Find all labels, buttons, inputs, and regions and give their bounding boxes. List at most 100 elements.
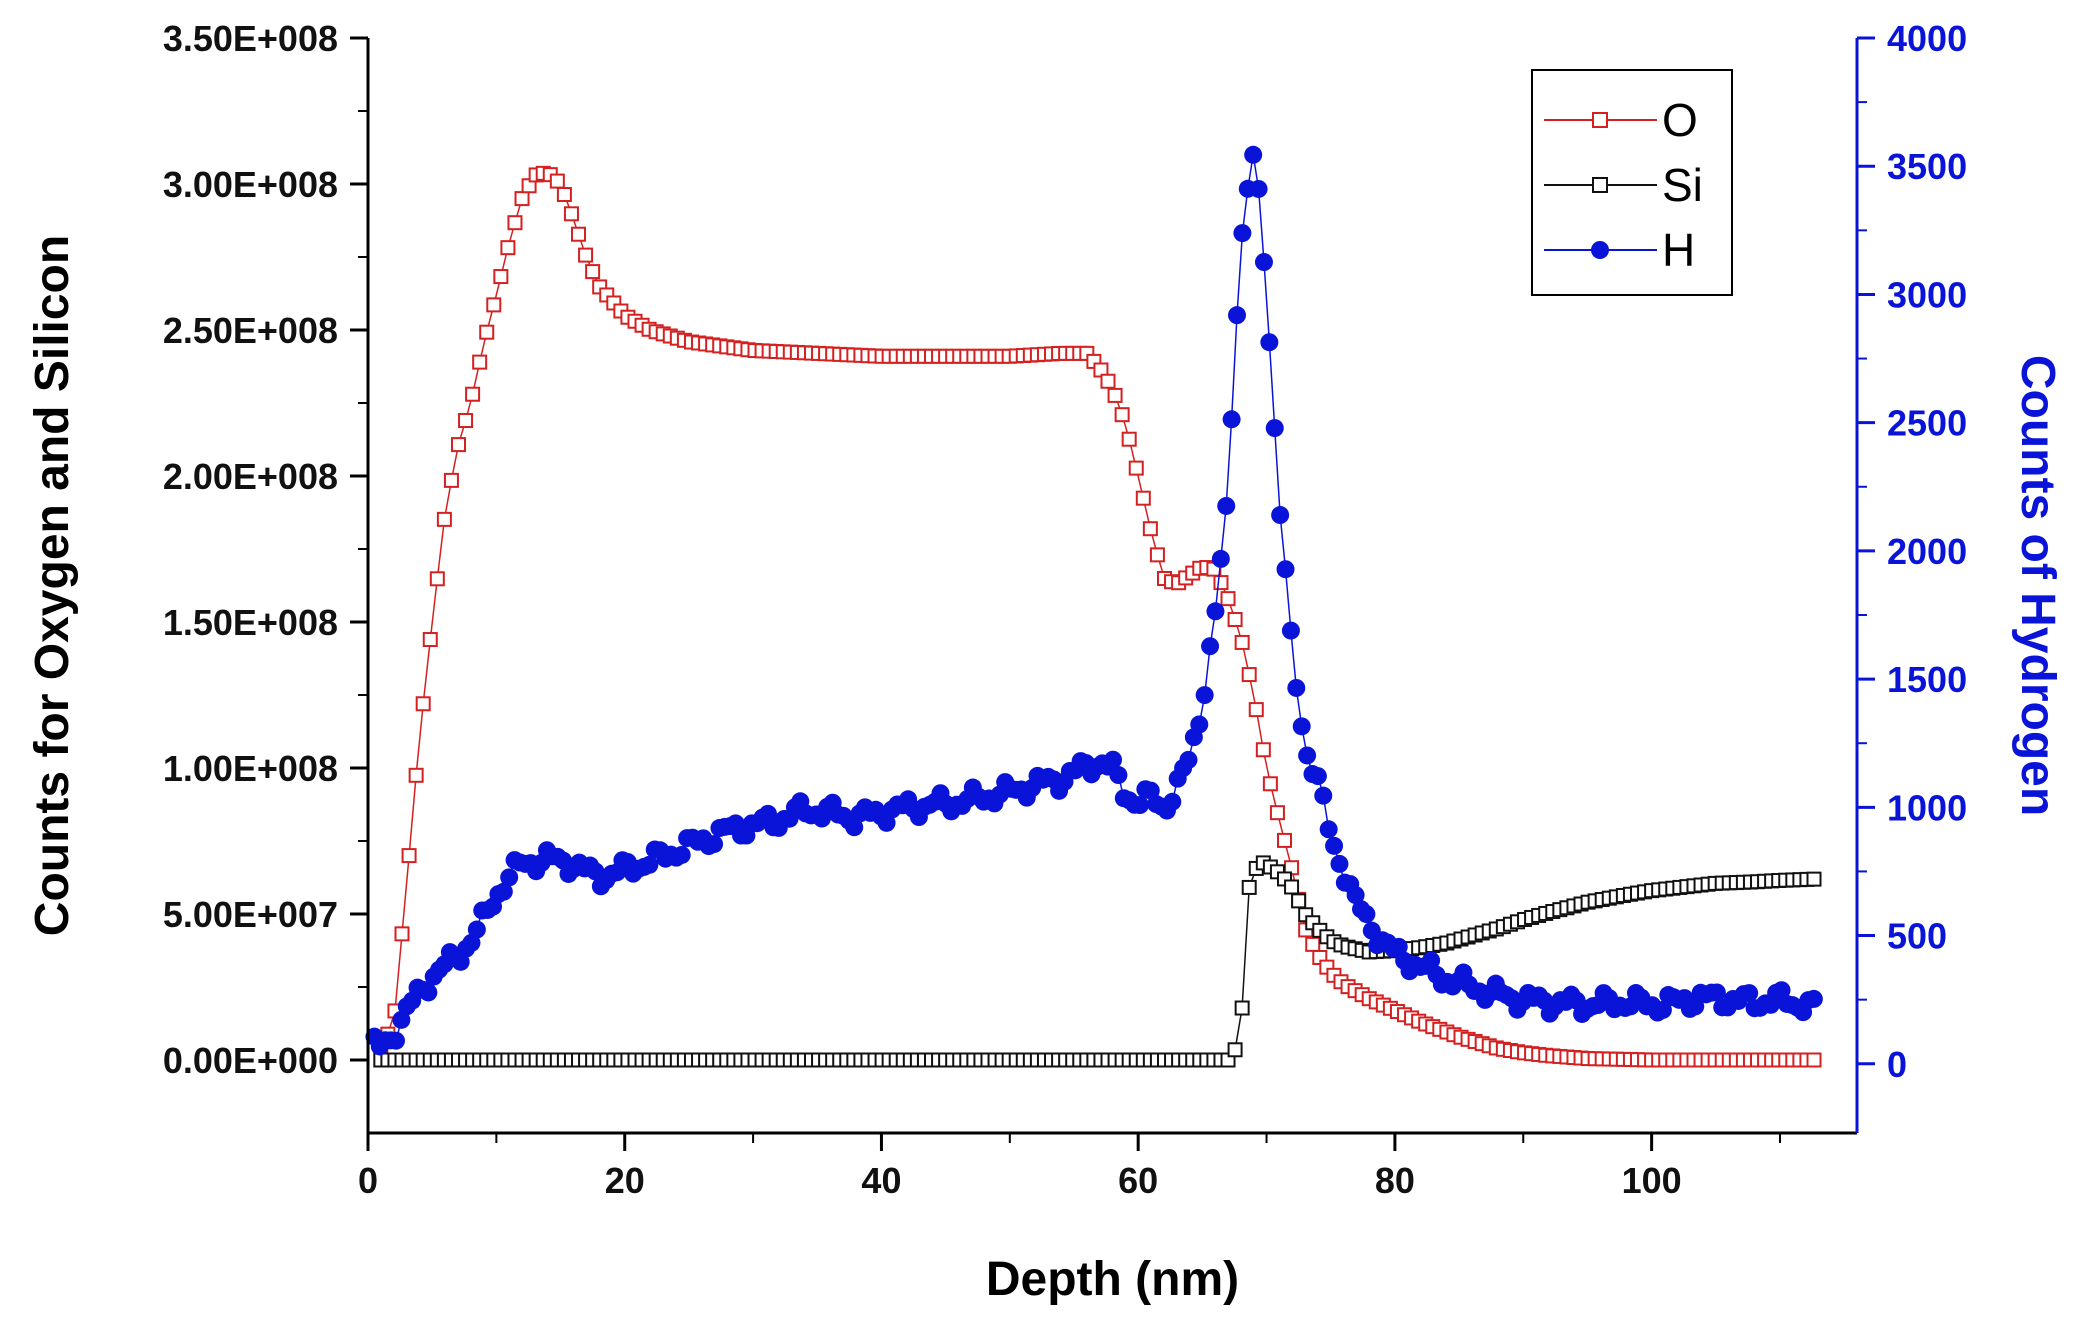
x-tick-label: 100: [1622, 1160, 1682, 1201]
data-point-h: [1287, 678, 1306, 697]
data-point-h: [1211, 549, 1230, 568]
data-point-h: [1244, 145, 1263, 164]
data-point-h: [1222, 410, 1241, 429]
data-point-o: [1234, 634, 1250, 650]
data-point-h: [419, 983, 438, 1002]
data-point-h: [467, 920, 486, 939]
chart-axes: [366, 38, 1859, 1135]
data-point-o: [486, 297, 502, 313]
data-point-h: [1104, 750, 1123, 769]
y-tick-label: 2.00E+008: [163, 456, 338, 497]
chart-ticks: 0 20 40 60 80 100 0.00E+000 5.00E+007 1.00E+008 1…: [163, 18, 1967, 1201]
y-tick-label: 0.00E+000: [163, 1040, 338, 1081]
data-point-si: [1291, 893, 1307, 909]
data-point-h: [1109, 766, 1128, 785]
data-point-o: [1262, 776, 1278, 792]
legend-box: [1531, 69, 1733, 296]
data-point-h: [1206, 602, 1225, 621]
legend-entry-si: Si: [1544, 159, 1703, 211]
y2-tick-label: 4000: [1887, 18, 1967, 59]
data-point-o: [429, 571, 445, 587]
y-tick-label: 5.00E+007: [163, 894, 338, 935]
data-point-h: [672, 845, 691, 864]
data-point-h: [392, 1010, 411, 1029]
y2-tick-label: 3000: [1887, 274, 1967, 315]
data-point-h: [1389, 937, 1408, 956]
data-point-o: [1149, 547, 1165, 563]
x-tick-label: 0: [358, 1160, 378, 1201]
data-point-h: [1201, 637, 1220, 656]
data-point-h: [1260, 333, 1279, 352]
data-point-o: [585, 264, 601, 280]
data-point-o: [1220, 591, 1236, 607]
data-point-o: [1142, 521, 1158, 537]
y2-tick-label: 1500: [1887, 659, 1967, 700]
data-point-o: [1100, 373, 1116, 389]
data-point-h: [1195, 686, 1214, 705]
data-point-h: [1254, 253, 1273, 272]
data-point-h: [1686, 997, 1705, 1016]
y2-tick-label: 1000: [1887, 787, 1967, 828]
data-point-o: [1121, 431, 1137, 447]
y2-tick-label: 500: [1887, 916, 1947, 957]
left-y-axis-title: Counts for Oxygen and Silicon: [26, 235, 79, 936]
data-point-h: [1653, 1000, 1672, 1019]
data-point-o: [507, 215, 523, 231]
data-point-si: [1234, 1000, 1250, 1016]
data-point-o: [479, 324, 495, 340]
data-point-o: [1806, 1052, 1822, 1068]
data-point-h: [640, 855, 659, 874]
data-point-h: [386, 1031, 405, 1050]
series-si: [373, 855, 1822, 1068]
data-point-o: [1255, 742, 1271, 758]
data-point-h: [1190, 715, 1209, 734]
data-point-si: [1241, 879, 1257, 895]
series-o: [373, 165, 1822, 1068]
data-point-o: [458, 413, 474, 429]
legend-label-o: O: [1662, 94, 1698, 146]
y2-tick-label: 2000: [1887, 531, 1967, 572]
y-tick-label: 3.50E+008: [163, 18, 338, 59]
data-point-o: [465, 386, 481, 402]
data-point-h: [500, 868, 519, 887]
y2-tick-label: 3500: [1887, 146, 1967, 187]
data-point-h: [1740, 984, 1759, 1003]
legend-entry-h: H: [1544, 224, 1695, 276]
data-point-h: [1228, 306, 1247, 325]
data-point-h: [1130, 796, 1149, 815]
data-point-h: [1217, 496, 1236, 515]
data-point-h: [1707, 983, 1726, 1002]
data-point-si: [1284, 879, 1300, 895]
data-point-h: [1163, 792, 1182, 811]
data-point-h: [1346, 886, 1365, 905]
data-point-h: [1357, 905, 1376, 924]
data-point-h: [1233, 224, 1252, 243]
data-point-o: [394, 926, 410, 942]
data-point-h: [1281, 621, 1300, 640]
data-point-o: [415, 696, 431, 712]
data-point-h: [1265, 419, 1284, 438]
legend-marker-h: [1591, 241, 1609, 259]
data-point-h: [1271, 506, 1290, 525]
x-tick-label: 20: [605, 1160, 645, 1201]
data-point-si: [1227, 1042, 1243, 1058]
data-point-o: [556, 187, 572, 203]
data-point-o: [422, 632, 438, 648]
legend-entry-o: O: [1544, 94, 1698, 146]
y2-tick-label: 0: [1887, 1044, 1907, 1085]
data-point-h: [1249, 179, 1268, 198]
data-point-o: [1277, 832, 1293, 848]
legend-marker-o: [1592, 112, 1608, 128]
y-tick-label: 3.00E+008: [163, 164, 338, 205]
data-point-o: [493, 269, 509, 285]
data-point-h: [1276, 560, 1295, 579]
y2-tick-label: 2500: [1887, 403, 1967, 444]
series-h: [365, 145, 1823, 1056]
x-tick-label: 60: [1118, 1160, 1158, 1201]
legend-label-si: Si: [1662, 159, 1703, 211]
data-point-h: [494, 882, 513, 901]
data-point-h: [1319, 820, 1338, 839]
data-point-h: [1314, 786, 1333, 805]
legend-marker-si: [1592, 177, 1608, 193]
data-point-si: [1806, 871, 1822, 887]
